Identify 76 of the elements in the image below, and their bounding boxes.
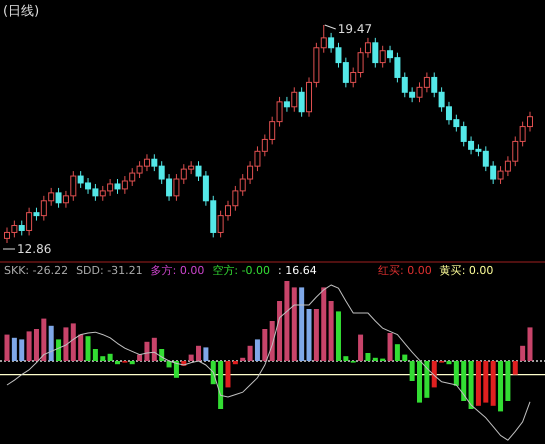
bar	[328, 301, 334, 361]
bar	[306, 309, 312, 361]
bar	[424, 361, 430, 398]
bar	[19, 339, 24, 361]
bar	[196, 346, 202, 361]
bar	[203, 347, 208, 361]
annotation: 19.47	[338, 22, 372, 36]
bar	[336, 311, 341, 361]
bar	[108, 354, 113, 361]
bar	[92, 349, 98, 361]
bar	[262, 329, 268, 361]
bar	[358, 334, 364, 361]
bar	[314, 309, 319, 361]
bar	[505, 361, 510, 401]
bar	[417, 361, 422, 403]
text: 黄买: 0.00	[440, 264, 494, 277]
bar	[284, 281, 290, 361]
bar	[365, 353, 370, 361]
bar	[512, 361, 518, 375]
bar	[174, 361, 179, 378]
bar	[476, 361, 481, 406]
bar	[56, 339, 62, 361]
bar	[270, 321, 275, 361]
text: 红买: 0.00	[378, 264, 432, 277]
bar	[446, 361, 452, 364]
bar	[26, 331, 32, 361]
bar	[528, 327, 532, 361]
bar	[394, 344, 400, 361]
bar	[498, 361, 504, 412]
bar	[130, 361, 135, 364]
bar	[520, 346, 526, 361]
bar	[63, 327, 68, 361]
bar	[321, 287, 326, 361]
bar	[277, 301, 282, 361]
bar	[468, 361, 474, 409]
bar	[152, 338, 157, 361]
bar	[240, 358, 246, 361]
bar	[292, 287, 297, 361]
bar	[114, 361, 120, 364]
bar	[4, 334, 10, 361]
bar	[299, 287, 304, 361]
bar	[372, 358, 378, 361]
bar	[159, 349, 164, 361]
bar	[454, 361, 459, 386]
bar	[248, 346, 253, 361]
bar	[225, 361, 230, 388]
bar	[48, 326, 54, 361]
text: SKK: -26.22	[4, 264, 68, 277]
bar	[188, 354, 194, 361]
bar	[432, 361, 437, 388]
bar	[144, 342, 150, 361]
bar	[461, 361, 466, 401]
bar	[166, 361, 172, 368]
bar	[490, 361, 496, 406]
bar	[41, 318, 46, 361]
bar	[343, 356, 348, 361]
bar	[86, 336, 91, 361]
text: 空方: -0.00	[212, 264, 270, 277]
bar	[137, 354, 142, 361]
bar	[254, 339, 260, 361]
text: : 16.64	[278, 264, 317, 277]
chart-title: (日线)	[3, 4, 40, 19]
bar	[483, 361, 488, 403]
bar	[34, 329, 39, 361]
annotation: 12.86	[17, 242, 52, 256]
bar	[402, 354, 408, 361]
text: 多方: 0.00	[150, 264, 204, 277]
bar	[70, 323, 76, 361]
bar	[100, 356, 106, 361]
text: SDD: -31.21	[76, 264, 143, 277]
bar	[410, 361, 415, 381]
bar	[78, 334, 84, 361]
bar	[12, 338, 17, 361]
bar	[218, 361, 224, 409]
bar	[388, 333, 393, 361]
bar	[232, 361, 238, 364]
